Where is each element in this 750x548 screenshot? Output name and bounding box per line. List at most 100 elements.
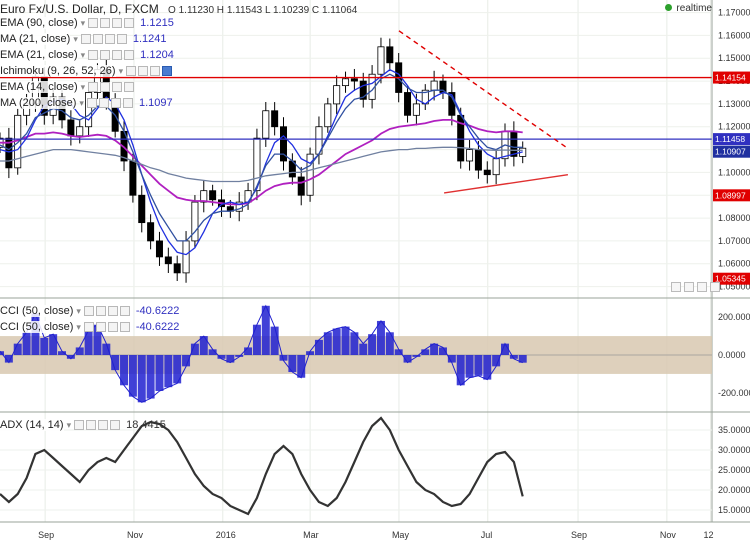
delete-icon[interactable] — [107, 322, 118, 333]
pane-delete-icon[interactable] — [697, 282, 707, 292]
legend-row[interactable]: EMA (90, close) ▾ 1.1215 — [0, 17, 174, 29]
visibility-icon[interactable] — [100, 18, 111, 29]
more-icon[interactable] — [122, 98, 133, 109]
candle-body — [182, 240, 190, 274]
price-tag-label: 1.11458 — [715, 134, 745, 144]
support-trendline — [443, 174, 569, 194]
settings-icon[interactable] — [83, 306, 94, 317]
more-icon[interactable] — [124, 50, 135, 61]
legend-label: CCI (50, close) — [0, 305, 74, 317]
legend-dropdown-icon[interactable]: ▾ — [79, 98, 84, 108]
cci-bar — [261, 305, 270, 355]
delete-icon[interactable] — [112, 18, 123, 29]
cci-bar — [84, 330, 93, 355]
cci-bar — [492, 355, 501, 367]
candle-body — [510, 130, 518, 157]
cci-bar — [438, 347, 447, 355]
settings-icon[interactable] — [86, 98, 97, 109]
legend-dropdown-icon[interactable]: ▾ — [80, 50, 86, 60]
more-icon[interactable] — [116, 34, 127, 45]
legend-row[interactable]: EMA (21, close) ▾ 1.1204 — [0, 49, 174, 61]
candle-body — [253, 137, 261, 192]
candle-body — [474, 149, 482, 171]
settings-icon[interactable] — [126, 66, 137, 77]
legend-dropdown-icon[interactable]: ▾ — [76, 322, 81, 332]
cci-axis-tick-label: -200.0000 — [718, 388, 750, 398]
legend-label: EMA (21, close) — [0, 49, 78, 61]
price-axis-tick-label: 1.06000 — [718, 259, 750, 269]
settings-icon[interactable] — [88, 82, 99, 93]
more-icon[interactable] — [124, 82, 135, 93]
ma-200-line — [0, 146, 523, 183]
price-tag — [713, 189, 750, 202]
cci-bar — [217, 355, 226, 359]
cci-bar — [66, 355, 75, 359]
more-icon[interactable] — [119, 306, 130, 317]
settings-icon[interactable] — [88, 18, 99, 29]
pane-maximize-icon[interactable] — [710, 282, 720, 292]
delete-icon[interactable] — [112, 50, 123, 61]
settings-icon[interactable] — [74, 420, 85, 431]
pane-up-icon[interactable] — [671, 282, 681, 292]
candle-body — [359, 80, 367, 100]
delete-icon[interactable] — [150, 66, 161, 77]
delete-icon[interactable] — [98, 420, 109, 431]
legend-row[interactable]: CCI (50, close) ▾ -40.6222 — [0, 321, 179, 333]
cci-bar — [40, 337, 49, 355]
cci-bar — [190, 343, 199, 355]
candle-body — [262, 110, 270, 139]
more-icon[interactable] — [110, 420, 121, 431]
legend-row[interactable]: ADX (14, 14) ▾ 18.4415 — [0, 419, 166, 431]
visibility-icon[interactable] — [92, 34, 103, 45]
symbol-header: Euro Fx/U.S. Dollar, D, FXCM O 1.11230 H… — [0, 2, 357, 16]
symbol-label[interactable]: Euro Fx/U.S. Dollar, D, FXCM — [0, 2, 159, 16]
visibility-icon[interactable] — [138, 66, 149, 77]
legend-dropdown-icon[interactable]: ▾ — [76, 306, 81, 316]
more-icon[interactable] — [124, 18, 135, 29]
adx-axis-tick-label: 15.0000 — [718, 505, 750, 515]
settings-icon[interactable] — [80, 34, 91, 45]
legend-row[interactable]: Ichimoku (9, 26, 52, 26) ▾ — [0, 65, 178, 77]
legend-buttons — [126, 65, 174, 77]
delete-icon[interactable] — [104, 34, 115, 45]
cci-bar — [483, 355, 492, 380]
cci-bar — [208, 349, 217, 355]
ohlc-readout: O 1.11230 H 1.11543 L 1.10239 C 1.11064 — [168, 5, 357, 16]
price-tag-label: 1.08997 — [715, 190, 746, 200]
delete-icon[interactable] — [107, 306, 118, 317]
legend-dropdown-icon[interactable]: ▾ — [66, 420, 72, 430]
cci-bar — [22, 332, 31, 355]
settings-icon[interactable] — [83, 322, 94, 333]
candle-body — [85, 92, 93, 128]
more-icon[interactable] — [162, 66, 173, 77]
time-axis-label: Nov — [127, 530, 144, 540]
legend-dropdown-icon[interactable]: ▾ — [73, 34, 78, 44]
legend-buttons — [86, 97, 135, 109]
legend-dropdown-icon[interactable]: ▾ — [80, 82, 86, 92]
legend-row[interactable]: EMA (14, close) ▾ — [0, 81, 140, 93]
legend-dropdown-icon[interactable]: ▾ — [118, 66, 124, 76]
pane-down-icon[interactable] — [684, 282, 694, 292]
legend-row[interactable]: MA (200, close) ▾ 1.1097 — [0, 97, 173, 109]
cci-bar — [182, 355, 191, 367]
cci-bar — [421, 349, 430, 355]
legend-buttons — [88, 17, 136, 29]
legend-row[interactable]: CCI (50, close) ▾ -40.6222 — [0, 305, 179, 317]
visibility-icon[interactable] — [98, 98, 109, 109]
cci-bar — [314, 339, 323, 355]
candle-body — [412, 103, 420, 116]
legend-row[interactable]: MA (21, close) ▾ 1.1241 — [0, 33, 167, 45]
candle-body — [155, 240, 163, 258]
settings-icon[interactable] — [88, 50, 99, 61]
cci-axis-tick-label: 200.0000 — [718, 312, 750, 322]
visibility-icon[interactable] — [95, 306, 106, 317]
visibility-icon[interactable] — [100, 82, 111, 93]
cci-bar — [509, 355, 518, 359]
legend-dropdown-icon[interactable]: ▾ — [80, 18, 86, 28]
delete-icon[interactable] — [110, 98, 121, 109]
delete-icon[interactable] — [112, 82, 123, 93]
more-icon[interactable] — [119, 322, 130, 333]
visibility-icon[interactable] — [86, 420, 97, 431]
visibility-icon[interactable] — [95, 322, 106, 333]
visibility-icon[interactable] — [100, 50, 111, 61]
